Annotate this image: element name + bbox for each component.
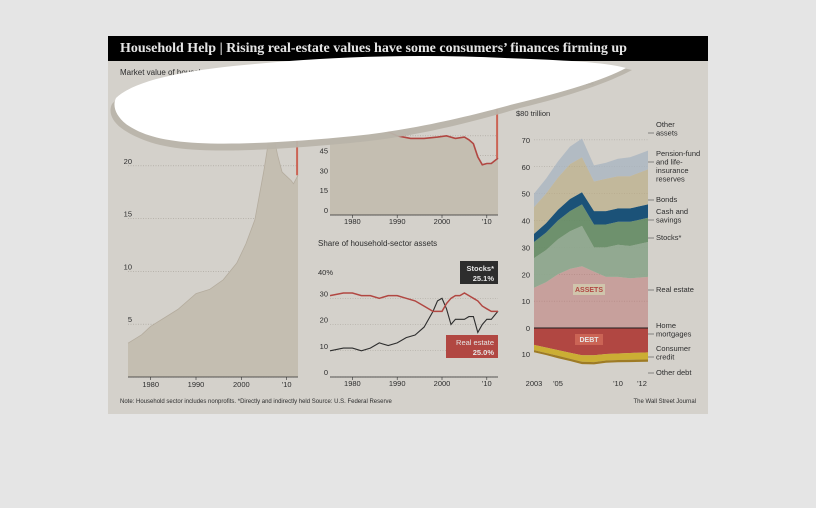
panel3-real-estate-line xyxy=(329,292,498,313)
panel4-assets-label-box xyxy=(573,284,605,295)
panel4-debt-label: DEBT xyxy=(579,337,599,344)
panel2-ytick: 45 xyxy=(320,147,328,156)
panel4-label-consumer-credit: credit xyxy=(656,353,675,362)
panel4-debt-ytick: 10 xyxy=(522,350,530,359)
panel4-debt-label-box xyxy=(575,334,603,345)
panel2-ytick: 15 xyxy=(320,186,328,195)
panel3-re-label-box xyxy=(446,335,498,358)
panel4-title-line1: Balance sheet of the xyxy=(516,68,589,77)
panel4-ytick: 20 xyxy=(522,270,530,279)
panel3-xtick: 1990 xyxy=(389,379,406,388)
panel2-title-line1: Owners’ equity as a percentage of the xyxy=(318,68,453,77)
panel3-xtick: 1980 xyxy=(344,379,361,388)
panel4-ytick: 30 xyxy=(522,243,530,252)
panel4-band-pension-fund-and-life-insurance-reserves xyxy=(534,157,648,234)
panel1-ytick: 10 xyxy=(124,262,132,271)
panel2-area xyxy=(330,122,498,215)
panel4-label-other-debt: Other debt xyxy=(656,368,692,377)
panel4-label-other-assets: assets xyxy=(656,129,678,138)
panel4-label-stocks: Stocks* xyxy=(656,233,682,242)
panel4-ytick: 40 xyxy=(522,217,530,226)
panel1-ytick: 15 xyxy=(124,210,132,219)
panel4-xtick: '10 xyxy=(613,379,623,388)
panel1-annotation-line1: 2012 2Q: $19.1 trillion, xyxy=(218,87,297,96)
panel2-ylabel: 75% xyxy=(318,109,333,118)
panel2-ytick: 0 xyxy=(324,206,328,215)
panel1-annotation-line2: up 4.3% in six months xyxy=(218,97,297,106)
panel1-xtick: 2000 xyxy=(233,380,250,389)
credit: The Wall Street Journal xyxy=(634,399,696,405)
panel4-assets-label: ASSETS xyxy=(575,287,603,294)
panel4-label-consumer-credit: Consumer xyxy=(656,344,691,353)
panel2-annotation: 2012 second quarter: 43.1% xyxy=(396,96,495,105)
panel4-band-real-estate xyxy=(534,266,648,328)
panel3-ylabel: 40% xyxy=(318,268,333,277)
panel1-area-edge xyxy=(127,131,299,344)
panel3-stocks-value: 25.1% xyxy=(473,274,495,283)
panel2-xtick: 1980 xyxy=(344,217,361,226)
panel4-title-line2: U.S. household sector xyxy=(516,78,595,87)
panel4-debt-band-consumer-credit xyxy=(534,344,648,363)
panel4-label-cash: savings xyxy=(656,216,682,225)
panel4-label-other-assets: Other xyxy=(656,120,675,129)
panel2-ytick: 30 xyxy=(320,166,328,175)
panel1-title: Market value of household real estate xyxy=(120,68,254,77)
panel4-label-pension: and life- xyxy=(656,158,683,167)
panel3-stocks-line xyxy=(329,297,499,352)
panel1-ytick: 20 xyxy=(124,157,132,166)
panel4-label-home-mortgages: Home xyxy=(656,321,676,330)
panel4-label-bonds: Bonds xyxy=(656,195,678,204)
panel4-label-cash: Cash and xyxy=(656,207,688,216)
panel3-title: Share of household-sector assets xyxy=(318,239,437,248)
panel4-debt-band-other-debt xyxy=(534,350,648,365)
panel4-label-home-mortgages: mortgages xyxy=(656,330,692,339)
panel4-ytick: 0 xyxy=(526,324,530,333)
panel4-band-bonds xyxy=(534,192,648,242)
panel3-xtick: 2000 xyxy=(434,379,451,388)
panel3-stocks-label: Stocks* xyxy=(466,264,494,273)
panel4-label-real-estate: Real estate xyxy=(656,285,694,294)
panel4-band-other-assets xyxy=(534,138,648,208)
panel3-re-value: 25.0% xyxy=(473,348,495,357)
panel2-xtick: '10 xyxy=(482,217,492,226)
panel4-label-pension: insurance xyxy=(656,166,689,175)
panel3-stocks-label-box xyxy=(460,261,498,284)
panel4-label-pension: reserves xyxy=(656,175,685,184)
panel4-ytick: 70 xyxy=(522,136,530,145)
panel2-xtick: 1990 xyxy=(389,217,406,226)
panel1-xtick: '10 xyxy=(282,380,292,389)
panel1-ylabel: $25 trillion xyxy=(120,109,154,118)
panel4-label-pension: Pension-fund xyxy=(656,149,700,158)
panel4-band-cash-and-savings xyxy=(534,204,648,259)
panel3-ytick: 30 xyxy=(320,289,328,298)
panel4-xtick: '12 xyxy=(637,379,647,388)
panel4-ytick: 60 xyxy=(522,163,530,172)
panel3-xtick: '10 xyxy=(482,379,492,388)
panel2-ytick: 60 xyxy=(320,127,328,136)
panel4-xtick: 2003 xyxy=(526,379,543,388)
panel1-ytick: 5 xyxy=(128,315,132,324)
panel4-ytick: 50 xyxy=(522,190,530,199)
panel3-re-label: Real estate xyxy=(456,338,494,347)
panel1-xtick: 1980 xyxy=(142,380,159,389)
panel4-band-stocks xyxy=(534,225,648,288)
footnote: Note: Household sector includes nonprofi… xyxy=(120,399,392,405)
panel4-xtick: '05 xyxy=(553,379,563,388)
panel2-xtick: 2000 xyxy=(434,217,451,226)
panel4-ylabel: $80 trillion xyxy=(516,109,550,118)
panel3-ytick: 0 xyxy=(324,368,328,377)
chart-canvas: Market value of household real estate $25… xyxy=(120,68,700,405)
chart-figure: Household Help | Rising real-estate valu… xyxy=(108,36,708,414)
panel4-ytick: 10 xyxy=(522,297,530,306)
panel3-ytick: 10 xyxy=(320,342,328,351)
panel2-title-line2: market value of household real estate xyxy=(318,78,452,87)
panel1-area xyxy=(128,133,298,377)
panel1-xtick: 1990 xyxy=(188,380,205,389)
panel3-ytick: 20 xyxy=(320,316,328,325)
